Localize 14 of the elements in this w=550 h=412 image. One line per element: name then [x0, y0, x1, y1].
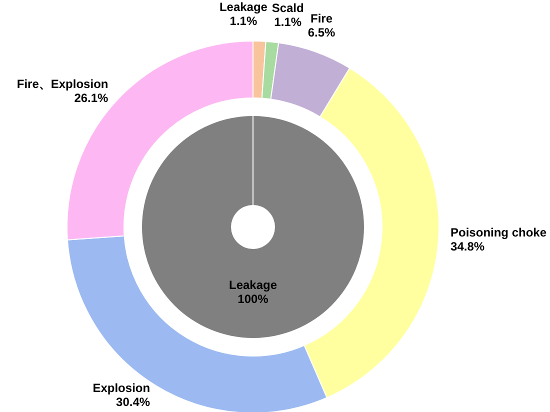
- slice-label: Fire、Explosion: [16, 76, 108, 91]
- slice-label: Fire: [310, 11, 333, 26]
- data-label: 6.5%: [308, 25, 336, 40]
- data-label: 1.1%: [230, 14, 258, 28]
- data-label: 100%: [238, 292, 269, 306]
- data-label: 34.8%: [450, 240, 485, 254]
- slice-label: Scald: [272, 1, 304, 16]
- data-label: 1.1%: [274, 15, 302, 30]
- slice-label: Leakage: [228, 278, 278, 292]
- slice-label: Poisoning choke: [450, 226, 547, 240]
- data-label: 26.1%: [74, 90, 109, 105]
- data-label: 30.4%: [116, 395, 150, 410]
- slice-label: Explosion: [92, 381, 150, 396]
- slice-label: Leakage: [219, 0, 268, 14]
